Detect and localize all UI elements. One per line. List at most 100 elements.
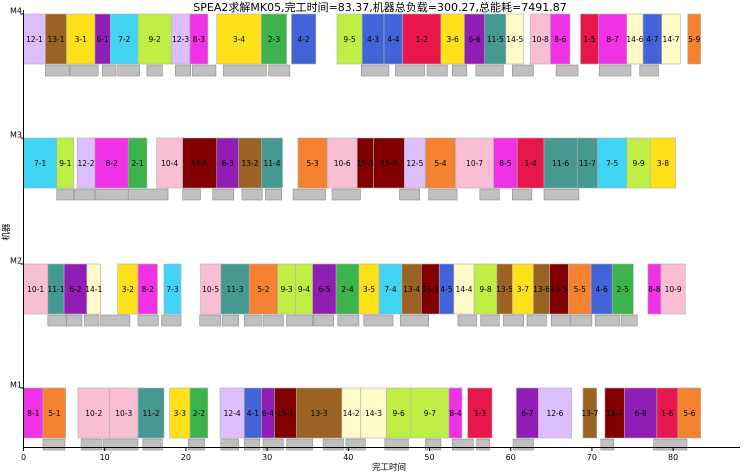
operation-label: 2-3 — [268, 35, 280, 44]
idle-bar — [66, 314, 83, 327]
operation-bar-m3-7-1 — [23, 137, 58, 189]
idle-bar — [598, 64, 632, 77]
operation-label: 10-5 — [202, 285, 219, 294]
operation-bar-m3-3-8 — [650, 137, 676, 189]
operation-bar-m1-10-2 — [77, 387, 110, 439]
operation-label: 5-2 — [257, 285, 269, 294]
operation-bar-m1-12-4 — [219, 387, 245, 439]
operation-label: 14-5 — [506, 35, 523, 44]
x-axis-label: 完工时间 — [372, 462, 406, 473]
operation-label: 7-1 — [34, 159, 46, 168]
idle-bar — [127, 188, 169, 201]
idle-bar — [265, 188, 283, 201]
idle-bar — [222, 314, 239, 327]
idle-bar — [212, 188, 235, 201]
idle-bar — [100, 314, 131, 327]
operation-label: 6-4 — [262, 409, 274, 418]
idle-bar — [426, 64, 448, 77]
operation-label: 8-5 — [499, 159, 511, 168]
operations: 12-1 13-1 3-1 6-1 7-2 9-2 12-3 8-3 3-4 2-3 4-2 9-5 4… — [23, 13, 702, 439]
operation-label: 13-5 — [496, 285, 513, 294]
operation-bar-m3-5-4 — [425, 137, 456, 189]
idle-bar — [80, 438, 102, 451]
idle-bar — [47, 314, 67, 327]
idle-bar — [399, 314, 429, 327]
operation-label: 12-2 — [78, 159, 95, 168]
operation-label: 10-8 — [532, 35, 549, 44]
operation-label: 7-4 — [384, 285, 396, 294]
idle-bar — [262, 438, 284, 451]
operation-label: 9-6 — [393, 409, 405, 418]
idle-bar — [322, 438, 344, 451]
operation-label: 6-3 — [222, 159, 234, 168]
operation-bar-m3-11-4 — [261, 137, 283, 189]
operation-label: 10-6 — [334, 159, 351, 168]
idle-bar — [399, 188, 421, 201]
y-tick-label: M1 — [10, 381, 22, 390]
y-tick-label: M3 — [10, 131, 22, 140]
idle-bar — [292, 188, 326, 201]
idle-bar — [480, 314, 500, 327]
operation-bar-m2-14-1 — [86, 263, 101, 315]
operation-label: 14-4 — [455, 285, 472, 294]
operation-label: 9-5 — [343, 35, 355, 44]
idle-bar — [70, 64, 99, 77]
operation-label: 12-4 — [224, 409, 241, 418]
idle-bar — [182, 188, 201, 201]
idle-bar — [142, 438, 163, 451]
operation-bar-m2-2-5 — [611, 263, 634, 315]
x-tick-label: 70 — [587, 453, 597, 462]
idle-bar — [555, 64, 579, 77]
operation-bar-m1-6-8 — [624, 387, 658, 439]
operation-bar-m4-3-1 — [66, 13, 96, 65]
idle-bar — [550, 314, 572, 327]
operation-bar-m1-8-4 — [448, 387, 463, 439]
operation-bar-m1-5-1 — [42, 387, 67, 439]
operation-bar-m1-9-7 — [410, 387, 450, 439]
operation-bar-m4-9-2 — [137, 13, 172, 65]
idle-bar — [395, 64, 425, 77]
operation-label: 14-1 — [85, 285, 102, 294]
x-tick-label: 60 — [506, 453, 516, 462]
operation-label: 6-5 — [318, 285, 330, 294]
operation-bar-m3-10-7 — [455, 137, 494, 189]
operation-bar-m4-1-2 — [402, 13, 442, 65]
operation-label: 7-5 — [606, 159, 618, 168]
operation-label: 12-3 — [172, 35, 189, 44]
idle-bar — [262, 314, 284, 327]
idle-bar — [241, 188, 263, 201]
operation-bar-m1-13-7 — [582, 387, 598, 439]
operation-label: 11-7 — [579, 159, 596, 168]
operation-bar-m1-12-6 — [538, 387, 572, 439]
operation-label: 15-7 — [606, 409, 623, 418]
operation-label: 2-1 — [131, 159, 143, 168]
x-tick-label: 20 — [181, 453, 191, 462]
operation-label: 14-7 — [663, 35, 680, 44]
operation-bar-m4-14-7 — [661, 13, 681, 65]
operation-label: 9-4 — [298, 285, 310, 294]
operation-label: 3-6 — [447, 35, 459, 44]
operation-bar-m3-1-4 — [516, 137, 545, 189]
operation-label: 10-3 — [115, 409, 132, 418]
operation-label: 5-6 — [683, 409, 695, 418]
idle-bar — [161, 314, 182, 327]
operation-label: 15-1 — [191, 159, 208, 168]
idle-bar — [244, 438, 261, 451]
operation-label: 11-3 — [227, 285, 244, 294]
operation-label: 5-3 — [306, 159, 318, 168]
idle-bar — [192, 64, 217, 77]
x-tick-label: 50 — [424, 453, 434, 462]
idle-bar — [331, 188, 361, 201]
operation-label: 6-8 — [634, 409, 646, 418]
operation-label: 9-1 — [59, 159, 71, 168]
operation-bar-m3-15-4 — [373, 137, 405, 189]
operation-label: 13-6 — [533, 285, 550, 294]
operation-bar-m3-2-1 — [127, 137, 148, 189]
operation-label: 6-2 — [69, 285, 81, 294]
operation-label: 9-7 — [424, 409, 436, 418]
idle-bar — [286, 314, 313, 327]
operation-label: 4-1 — [247, 409, 259, 418]
idle-bar — [345, 438, 366, 451]
idle-bar — [74, 188, 96, 201]
operation-bar-m4-8-6 — [550, 13, 571, 65]
